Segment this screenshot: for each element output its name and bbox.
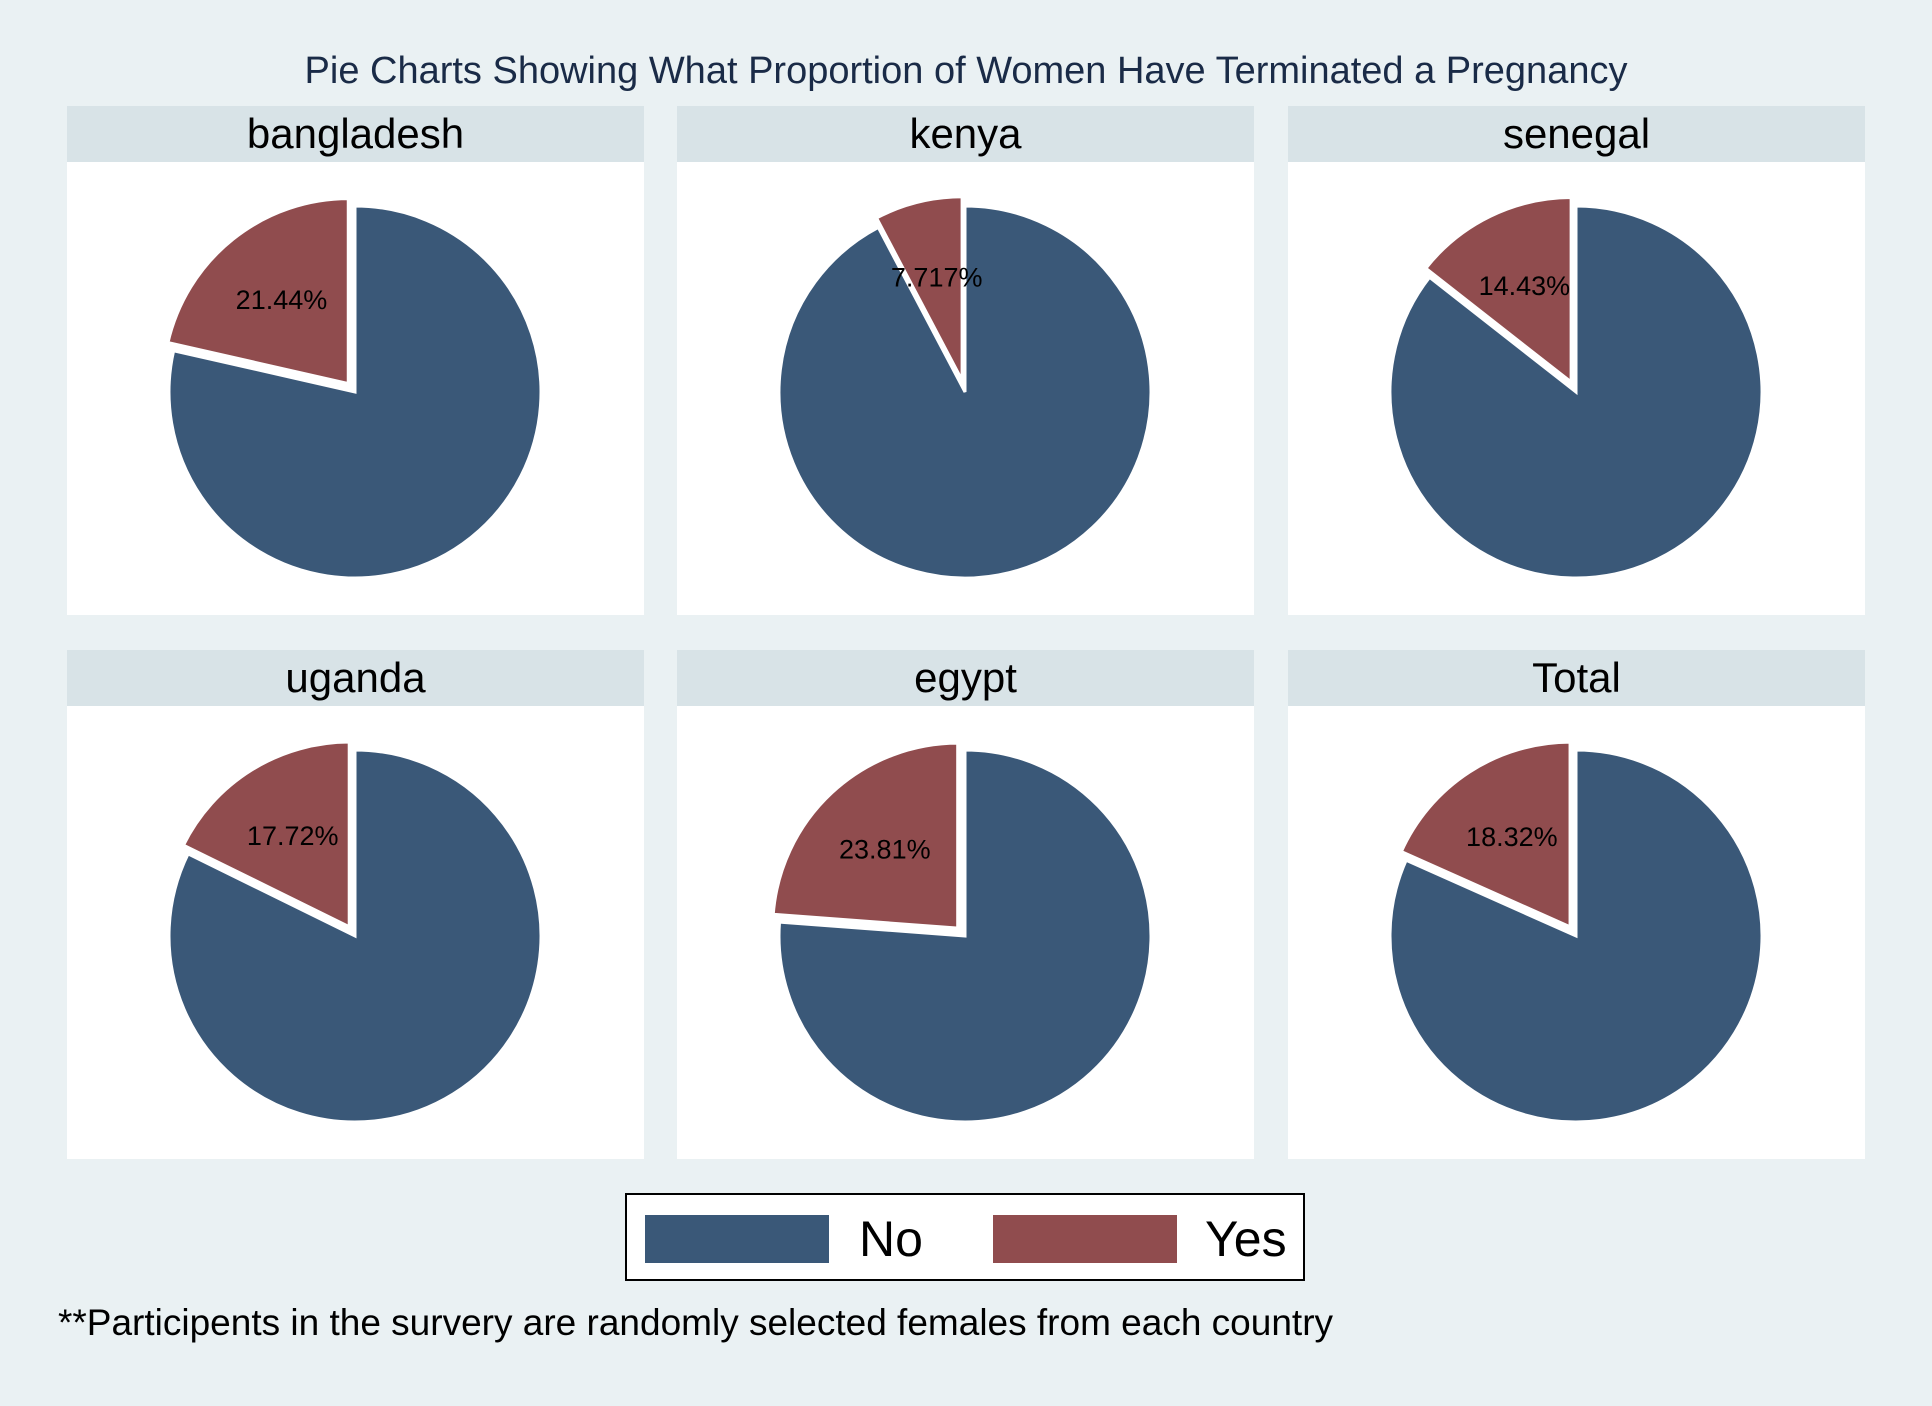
pie-plot-area: 21.44% [67, 162, 644, 615]
chart-title: Pie Charts Showing What Proportion of Wo… [304, 50, 1628, 92]
panel-title: egypt [677, 650, 1254, 706]
pie-panel-total: Total 18.32% [1288, 650, 1865, 1159]
pie-slice-yes [770, 740, 961, 931]
pie-panel-bangladesh: bangladesh 21.44% [67, 106, 644, 615]
legend: No Yes [625, 1193, 1305, 1281]
pie-panel-uganda: uganda 17.72% [67, 650, 644, 1159]
panel-title: uganda [67, 650, 644, 706]
pie-slice-no [167, 204, 543, 580]
pie-slice-yes [873, 194, 965, 384]
legend-swatch-yes [993, 1215, 1177, 1263]
panel-title: Total [1288, 650, 1865, 706]
pie-slice-yes [1422, 195, 1574, 388]
slice-value-label: 14.43% [1479, 271, 1571, 301]
pie-plot-area: 17.72% [67, 706, 644, 1159]
footnote: **Participents in the survery are random… [58, 1302, 1334, 1343]
slice-value-label: 17.72% [247, 821, 339, 851]
legend-label-no: No [859, 1211, 923, 1267]
slice-value-label: 18.32% [1466, 822, 1558, 852]
slice-value-label: 7.717% [891, 263, 983, 293]
panel-title: kenya [677, 106, 1254, 162]
pie-chart: 7.717% [777, 194, 1153, 580]
pie-panel-senegal: senegal 14.43% [1288, 106, 1865, 615]
pie-slice-no [777, 748, 1153, 1124]
slice-value-label: 21.44% [236, 285, 328, 315]
pie-slice-no [1388, 204, 1764, 580]
pie-slice-yes [180, 739, 352, 931]
pie-plot-area: 23.81% [677, 706, 1254, 1159]
pie-slice-yes [1398, 739, 1573, 931]
slice-value-label: 23.81% [839, 835, 931, 865]
pie-plot-area: 14.43% [1288, 162, 1865, 615]
pie-chart: 21.44% [165, 196, 543, 580]
pie-slice-no [1388, 748, 1764, 1124]
pie-chart: 14.43% [1388, 195, 1764, 580]
panel-title: senegal [1288, 106, 1865, 162]
pie-slice-no [777, 204, 1153, 580]
panel-title: bangladesh [67, 106, 644, 162]
pie-chart: 18.32% [1388, 739, 1764, 1124]
pie-plot-area: 7.717% [677, 162, 1254, 615]
pie-slice-no [167, 748, 543, 1124]
pie-chart: 17.72% [167, 739, 543, 1124]
pie-plot-area: 18.32% [1288, 706, 1865, 1159]
legend-label-yes: Yes [1205, 1211, 1287, 1267]
pie-slice-yes [165, 196, 351, 387]
pie-panel-egypt: egypt 23.81% [677, 650, 1254, 1159]
pie-panel-kenya: kenya 7.717% [677, 106, 1254, 615]
pie-chart: 23.81% [770, 740, 1153, 1124]
legend-swatch-no [645, 1215, 829, 1263]
